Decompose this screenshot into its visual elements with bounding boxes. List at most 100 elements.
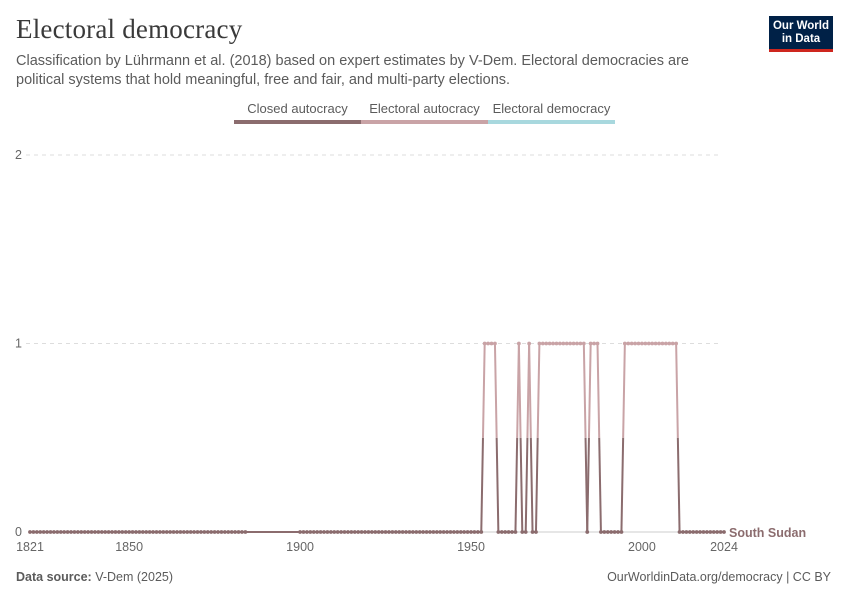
data-point [69, 530, 73, 534]
data-point [670, 341, 675, 346]
data-point [455, 530, 460, 534]
data-point [113, 530, 118, 534]
series-line-segment [519, 437, 524, 533]
data-point [516, 341, 521, 346]
data-point [513, 530, 518, 534]
data-point [158, 530, 162, 534]
legend-swatch [234, 120, 361, 124]
data-point [332, 530, 337, 534]
data-point [195, 530, 200, 534]
data-point [640, 341, 644, 346]
data-point [130, 530, 135, 534]
data-point [127, 530, 132, 534]
data-point [571, 341, 576, 346]
data-point [349, 530, 354, 534]
data-point [705, 530, 709, 534]
data-point [687, 530, 692, 534]
data-point [393, 530, 398, 534]
data-point [568, 341, 573, 346]
data-point [212, 530, 217, 534]
data-point [164, 530, 169, 534]
data-point [694, 530, 699, 534]
data-point [48, 530, 53, 534]
series-line-segment [529, 437, 534, 533]
data-point [684, 530, 689, 534]
data-point [34, 530, 39, 534]
data-source: Data source: V-Dem (2025) [16, 570, 173, 584]
data-point [318, 530, 323, 534]
data-point [612, 530, 617, 534]
data-point [243, 530, 248, 534]
data-point [650, 341, 655, 346]
data-point [530, 530, 535, 534]
data-point [595, 341, 600, 346]
data-point [534, 530, 538, 534]
data-point [681, 530, 685, 534]
owid-logo[interactable]: Our World in Data [769, 16, 833, 52]
data-point [564, 341, 569, 346]
data-point [352, 530, 357, 534]
data-point [636, 341, 641, 346]
series-label-south-sudan: South Sudan [729, 526, 806, 540]
data-point [96, 530, 101, 534]
data-point [99, 530, 104, 534]
data-point [646, 341, 651, 346]
legend-item-electoral-autocracy[interactable]: Electoral autocracy [361, 101, 488, 124]
data-point [154, 530, 159, 534]
data-point [510, 530, 514, 534]
data-point [407, 530, 412, 534]
data-point [698, 530, 702, 534]
license-text: | CC BY [786, 570, 831, 584]
series-line-segment [514, 437, 519, 533]
data-point [229, 530, 234, 534]
data-point [469, 530, 473, 534]
data-point [708, 530, 713, 534]
data-point [715, 530, 720, 534]
data-point [383, 530, 388, 534]
data-point [31, 530, 36, 534]
series-line-segment [481, 343, 486, 438]
data-point [609, 530, 614, 534]
data-point [616, 530, 620, 534]
legend-item-closed-autocracy[interactable]: Closed autocracy [234, 101, 361, 124]
series-line-segment [622, 343, 626, 438]
data-point [171, 530, 176, 534]
data-point [134, 530, 138, 534]
data-point [151, 530, 155, 534]
x-tick-label: 1850 [115, 540, 143, 554]
data-point [677, 530, 682, 534]
data-point [622, 341, 627, 346]
data-point [240, 530, 244, 534]
data-point [322, 530, 326, 534]
x-tick-label: 1821 [16, 540, 44, 554]
data-point [674, 341, 679, 346]
data-point [482, 341, 487, 346]
data-point [103, 530, 108, 534]
data-point [305, 530, 309, 534]
data-point [185, 530, 190, 534]
data-point [448, 530, 453, 534]
data-point [428, 530, 432, 534]
source-link[interactable]: OurWorldinData.org/democracy [607, 570, 783, 584]
data-point [144, 530, 149, 534]
data-point [106, 530, 111, 534]
data-point [421, 530, 426, 534]
legend-item-electoral-democracy[interactable]: Electoral democracy [488, 101, 615, 124]
series-line-segment [586, 437, 590, 533]
data-point [89, 530, 94, 534]
data-point [537, 341, 542, 346]
series-line-segment [598, 437, 602, 533]
data-point [58, 530, 63, 534]
data-point [452, 530, 456, 534]
data-point [472, 530, 477, 534]
data-point [544, 341, 549, 346]
data-point [342, 530, 347, 534]
y-tick-label: 0 [15, 525, 22, 539]
logo-line-2: in Data [781, 32, 821, 45]
data-point [520, 530, 525, 534]
data-point [486, 341, 491, 346]
chart-subtitle: Classification by Lührmann et al. (2018)… [16, 53, 689, 88]
data-point [325, 530, 330, 534]
data-point [479, 530, 484, 534]
